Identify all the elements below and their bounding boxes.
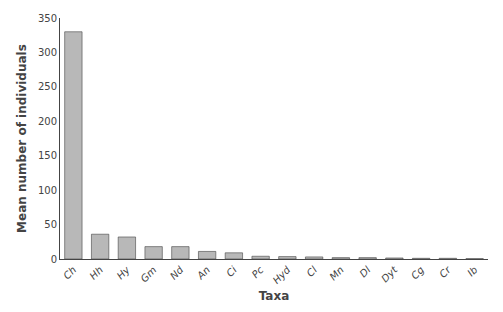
svg-text:Cr: Cr — [437, 264, 453, 280]
svg-text:Hh: Hh — [88, 264, 106, 282]
svg-text:Gm: Gm — [138, 264, 158, 284]
svg-text:Hyd: Hyd — [271, 264, 293, 286]
svg-text:Dl: Dl — [357, 264, 372, 279]
svg-text:150: 150 — [38, 150, 57, 161]
svg-text:Taxa: Taxa — [259, 289, 290, 303]
svg-text:Nd: Nd — [168, 264, 186, 282]
svg-text:An: An — [194, 264, 212, 282]
svg-text:Ch: Ch — [61, 264, 78, 281]
svg-text:Pc: Pc — [250, 264, 266, 280]
svg-text:250: 250 — [38, 81, 57, 92]
svg-text:Cg: Cg — [409, 264, 426, 281]
svg-text:Dyt: Dyt — [379, 263, 400, 284]
svg-text:Cl: Cl — [304, 264, 319, 279]
svg-text:Hy: Hy — [115, 263, 133, 281]
svg-text:300: 300 — [38, 47, 57, 58]
svg-text:Mn: Mn — [327, 264, 345, 282]
svg-text:200: 200 — [38, 116, 57, 127]
svg-text:Ib: Ib — [465, 264, 479, 278]
svg-text:Mean number of individuals: Mean number of individuals — [15, 44, 29, 233]
svg-text:100: 100 — [38, 185, 57, 196]
svg-text:350: 350 — [38, 13, 57, 24]
svg-text:0: 0 — [51, 254, 57, 265]
svg-text:Ci: Ci — [224, 264, 239, 279]
svg-text:50: 50 — [44, 219, 57, 230]
